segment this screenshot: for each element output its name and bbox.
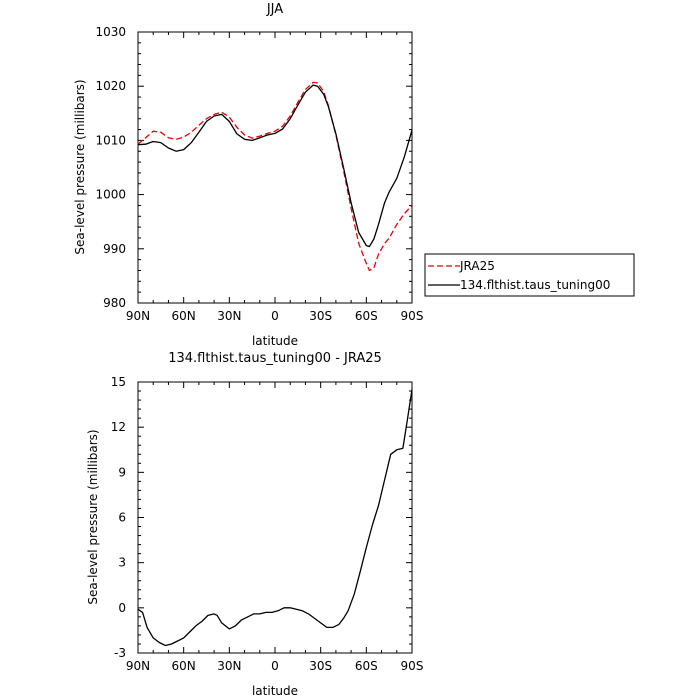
legend-label-model: 134.flthist.taus_tuning00	[460, 278, 610, 292]
bottom-x-tick-label: 90S	[401, 659, 424, 673]
top-y-axis-label: Sea-level pressure (millibars)	[73, 79, 87, 254]
bottom-plot-frame	[137, 381, 413, 654]
bottom-y-tick-label: 0	[118, 601, 126, 615]
bottom-series-line-0	[137, 389, 413, 647]
bottom-x-tick-label: 90N	[126, 659, 150, 673]
bottom-y-tick-label: 9	[118, 465, 126, 479]
top-x-tick-label: 30S	[309, 309, 332, 323]
top-y-tick-label: 1010	[95, 133, 126, 147]
top-x-tick-label: 0	[271, 309, 279, 323]
bottom-chart-title: 134.flthist.taus_tuning00 - JRA25	[168, 351, 382, 366]
bottom-x-tick-label: 30S	[309, 659, 332, 673]
legend-box	[424, 253, 635, 297]
top-chart-title: JJA	[266, 2, 283, 17]
bottom-axis-ticks: 90N 60N 30N 0 30S 60S 90S -3 0 3 6 9 12 15	[111, 375, 424, 673]
bottom-y-axis-label: Sea-level pressure (millibars)	[86, 429, 100, 604]
bottom-y-tick-label: 15	[111, 375, 126, 389]
top-x-tick-label: 90N	[126, 309, 150, 323]
top-series-line-0	[137, 81, 413, 272]
top-y-tick-label: 990	[103, 242, 126, 256]
top-x-tick-label: 30N	[217, 309, 241, 323]
bottom-series-lines	[137, 389, 413, 647]
bottom-y-tick-label: 6	[118, 511, 126, 525]
legend: JRA25 134.flthist.taus_tuning00	[424, 253, 635, 297]
top-axis-ticks: 90N 60N 30N 0 30S 60S 90S 980 990 1000 1010 1020 103…	[95, 25, 423, 323]
legend-label-jra25: JRA25	[459, 259, 495, 273]
top-x-axis-label: latitude	[252, 334, 298, 348]
top-plot-frame	[137, 31, 413, 304]
bottom-panel: 134.flthist.taus_tuning00 - JRA25 90N 60N…	[86, 351, 423, 698]
top-panel: JJA 90N 60N 30N 0 30S 60S 90S 980 990 1000 1010 102…	[73, 2, 423, 348]
top-series-lines	[137, 81, 413, 272]
bottom-x-tick-label: 30N	[217, 659, 241, 673]
top-y-tick-label: 1030	[95, 25, 126, 39]
bottom-y-tick-label: 3	[118, 556, 126, 570]
bottom-x-axis-label: latitude	[252, 684, 298, 698]
top-y-tick-label: 1000	[95, 188, 126, 202]
top-x-tick-label: 60N	[172, 309, 196, 323]
top-series-line-1	[137, 84, 413, 248]
top-y-tick-label: 980	[103, 296, 126, 310]
top-x-tick-label: 90S	[401, 309, 424, 323]
top-y-tick-label: 1020	[95, 79, 126, 93]
bottom-x-tick-label: 0	[271, 659, 279, 673]
top-x-tick-label: 60S	[355, 309, 378, 323]
bottom-y-tick-label: -3	[114, 646, 126, 660]
bottom-y-tick-label: 12	[111, 420, 126, 434]
bottom-x-tick-label: 60N	[172, 659, 196, 673]
bottom-x-tick-label: 60S	[355, 659, 378, 673]
